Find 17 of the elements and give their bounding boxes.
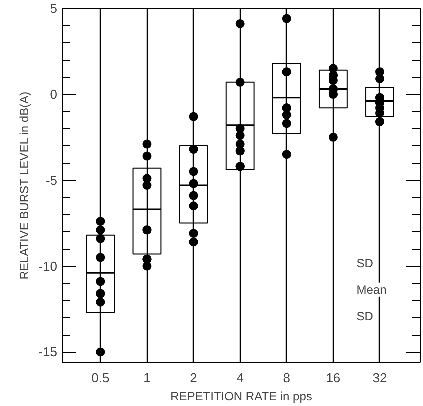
annotation: Mean xyxy=(356,282,387,297)
y-tick-label: 0 xyxy=(50,86,58,102)
annotation: SD xyxy=(356,256,374,270)
x-tick-label: 4 xyxy=(236,370,244,386)
x-tick-label: 2 xyxy=(190,370,198,386)
y-tick-label: 5 xyxy=(50,1,58,16)
y-axis-title: RELATIVE BURST LEVEL in dB(A) xyxy=(18,92,32,280)
x-tick-label: 8 xyxy=(283,370,291,386)
x-tick-label: 0.5 xyxy=(92,370,110,386)
y-tick-label: -15 xyxy=(38,344,58,360)
x-axis-title: REPETITION RATE in pps xyxy=(170,390,312,404)
y-tick-label: -10 xyxy=(38,258,58,274)
x-tick-label: 16 xyxy=(326,370,341,386)
annotation: SD xyxy=(356,309,374,324)
y-tick-label: -5 xyxy=(46,172,58,188)
x-tick-label: 32 xyxy=(372,370,388,386)
x-tick-label: 1 xyxy=(144,370,151,386)
